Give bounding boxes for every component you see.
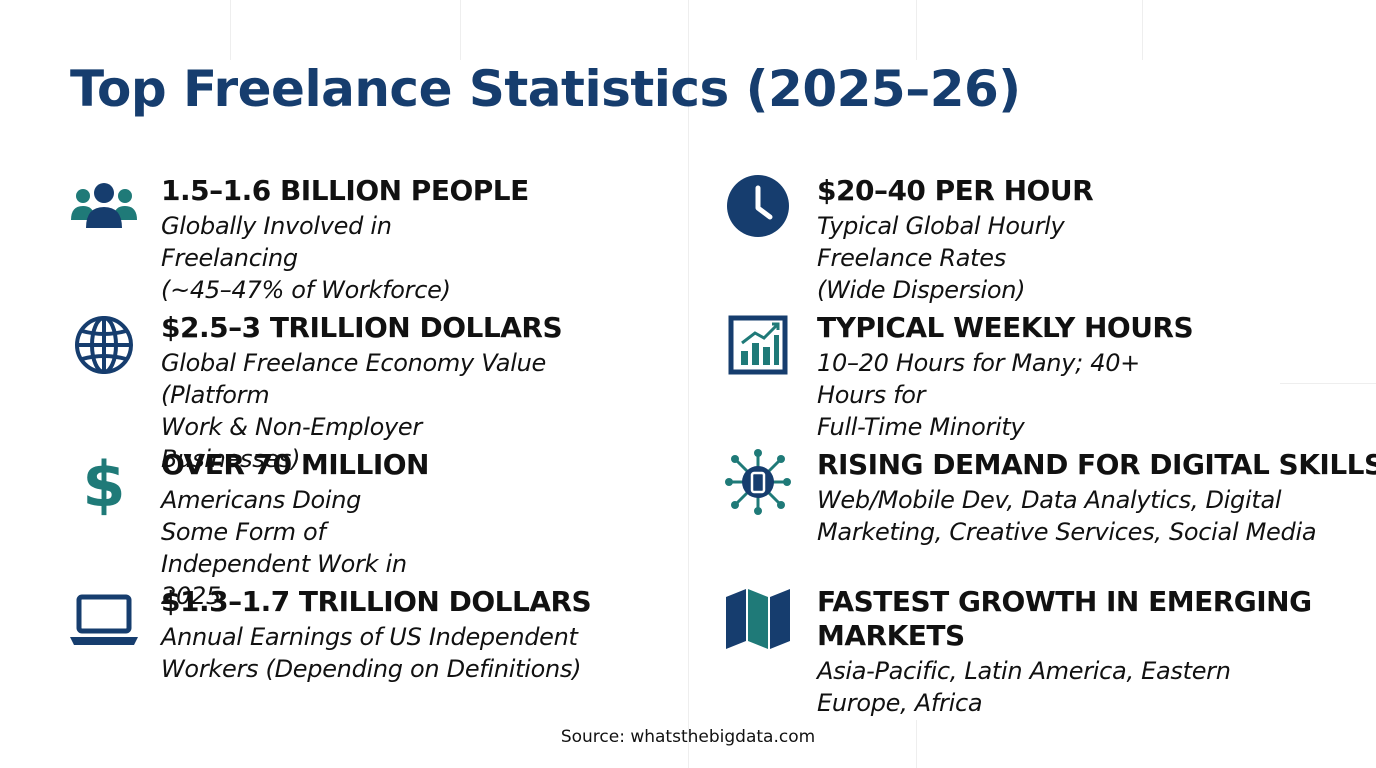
source-credit: Source: whatsthebigdata.com bbox=[560, 727, 816, 747]
dollar-sign-icon: $ bbox=[68, 446, 140, 518]
stat-heading: $20–40 PER HOUR bbox=[817, 174, 1094, 207]
globe-icon bbox=[68, 309, 140, 381]
stat-description: Web/Mobile Dev, Data Analytics, Digital … bbox=[817, 486, 1317, 546]
stat-description: 10–20 Hours for Many; 40+ Hours for Full… bbox=[817, 349, 1140, 441]
stat-heading: TYPICAL WEEKLY HOURS bbox=[817, 311, 1194, 344]
stat-description: Annual Earnings of US Independent Worker… bbox=[161, 623, 582, 683]
svg-text:$: $ bbox=[82, 448, 125, 518]
stat-heading: $2.5–3 TRILLION DOLLARS bbox=[161, 311, 563, 344]
page-title: Top Freelance Statistics (2025–26) bbox=[70, 60, 1021, 118]
laptop-icon bbox=[68, 583, 140, 655]
stat-heading: FASTEST GROWTH IN EMERGING MARKETS bbox=[817, 585, 1312, 652]
folded-map-icon bbox=[722, 583, 794, 655]
stat-description: Globally Involved in Freelancing (~45–47… bbox=[161, 212, 451, 304]
stat-heading: $1.3–1.7 TRILLION DOLLARS bbox=[161, 585, 592, 618]
stat-description: Typical Global Hourly Freelance Rates (W… bbox=[817, 212, 1065, 304]
clock-icon bbox=[722, 170, 794, 242]
stat-description: Asia-Pacific, Latin America, Eastern Eur… bbox=[817, 657, 1231, 717]
stat-heading: 1.5–1.6 BILLION PEOPLE bbox=[161, 174, 529, 207]
stat-description: Global Freelance Economy Value (Platform… bbox=[161, 349, 546, 473]
network-device-icon bbox=[722, 446, 794, 518]
people-group-icon bbox=[68, 170, 140, 242]
stat-heading: RISING DEMAND FOR DIGITAL SKILLS bbox=[817, 448, 1376, 481]
stat-heading: OVER 70 MILLION bbox=[161, 448, 430, 481]
stat-description: Americans Doing Some Form of Independent… bbox=[161, 486, 407, 610]
bar-chart-icon bbox=[722, 309, 794, 381]
